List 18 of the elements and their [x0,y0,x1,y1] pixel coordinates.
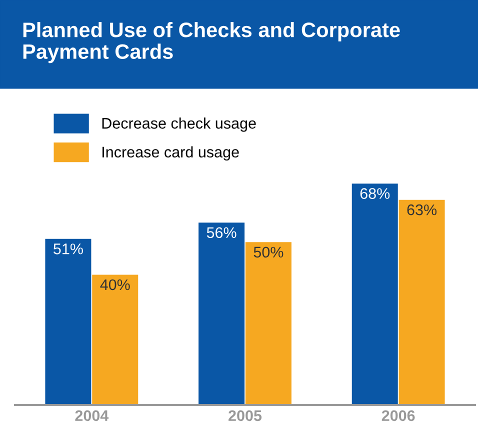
bar [45,238,92,405]
bar [398,200,445,405]
data-label: 51% [54,244,83,254]
bar [245,242,292,405]
x-tick-label: 2005 [228,410,262,422]
x-tick-label: 2004 [75,410,109,422]
chart-title: Planned Use of Checks and Corporate Payment Cards [23,22,400,64]
bar [198,222,245,405]
bar [92,274,138,405]
data-label: 40% [100,279,130,290]
legend-label: Decrease check usage [102,118,256,132]
bar [352,184,398,405]
data-label: 56% [206,227,236,238]
data-label: 63% [407,204,437,216]
x-tick-label: 2006 [382,410,415,422]
data-label: 50% [254,246,284,258]
data-label: 68% [360,188,390,199]
legend-label: Increase card usage [102,146,239,161]
